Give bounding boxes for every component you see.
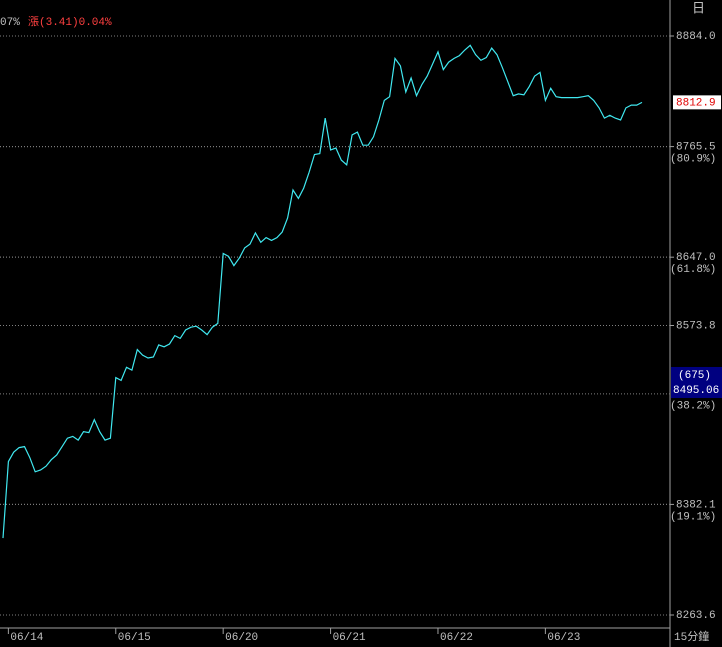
last-price-box [673,95,721,110]
x-tick-label: 06/20 [225,632,258,644]
fib-label: (61.8%) [670,264,716,276]
icon[interactable]: 日 [692,1,705,16]
y-tick-label: 8573.8 [676,320,716,332]
cursor-value: 8495.06 [673,385,719,397]
y-tick-label: 8884.0 [676,31,716,43]
period[interactable]: 15分鐘 [674,629,709,644]
cursor-count: (675) [678,370,711,382]
x-tick-label: 06/21 [333,632,366,644]
fib-label: (38.2%) [670,401,716,413]
cursor-box [671,366,722,398]
x-tick-label: 06/23 [547,632,580,644]
last-price: 8812.9 [676,97,716,109]
y-tick-label: 8765.5 [676,141,716,153]
x-tick-label: 06/15 [118,632,151,644]
header-left: 07% [0,17,20,29]
y-tick-label: 8263.6 [676,610,716,622]
fib-label: (19.1%) [670,511,716,523]
x-tick-label: 06/22 [440,632,473,644]
y-tick-label: 8382.1 [676,499,716,511]
x-tick-label: 06/14 [10,632,43,644]
price-line [2,44,643,539]
fib-label: (80.9%) [670,153,716,165]
y-tick-label: 8647.0 [676,252,716,264]
header-change: 漲(3.41)0.04% [28,15,112,29]
